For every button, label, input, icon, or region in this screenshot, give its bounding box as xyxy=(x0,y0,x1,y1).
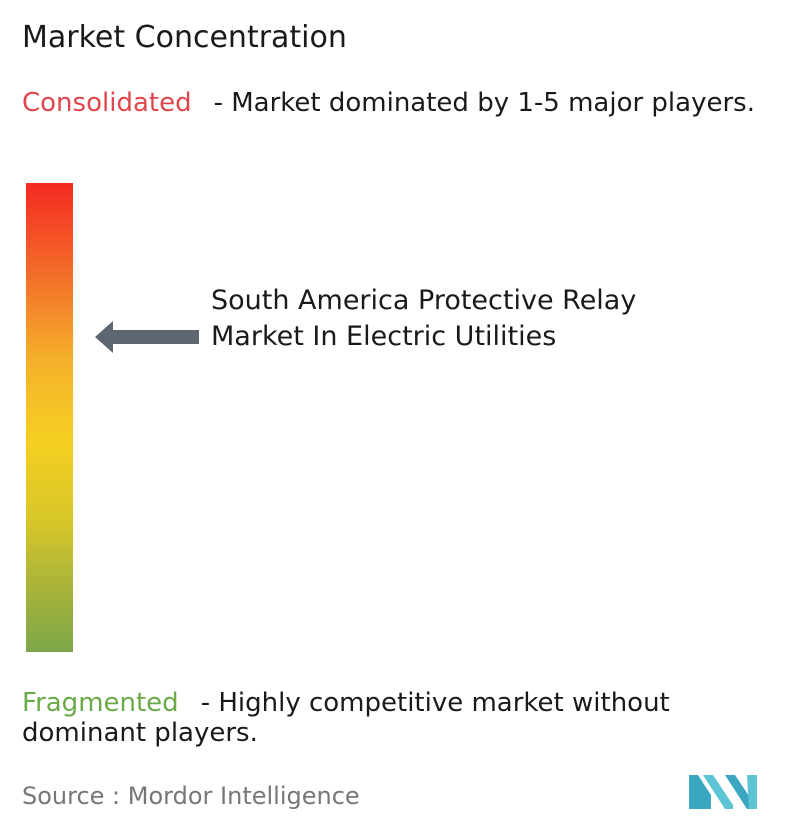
fragmented-description: - Highly competitive market without domi… xyxy=(22,688,670,748)
page-title: Market Concentration xyxy=(22,20,347,55)
source-credit: Source : Mordor Intelligence xyxy=(22,782,360,810)
consolidated-description-block: Consolidated - Market dominated by 1-5 ma… xyxy=(22,88,792,118)
concentration-scale-bar xyxy=(26,183,73,652)
consolidated-description: - Market dominated by 1-5 major players. xyxy=(213,88,755,118)
consolidated-label: Consolidated xyxy=(22,88,192,118)
market-name-label: South America Protective Relay Market In… xyxy=(211,285,637,352)
mordor-intelligence-logo xyxy=(689,775,757,809)
fragmented-label: Fragmented xyxy=(22,688,179,718)
fragmented-description-block: Fragmented - Highly competitive market wi… xyxy=(22,688,792,748)
arrow-left-icon xyxy=(95,321,199,353)
